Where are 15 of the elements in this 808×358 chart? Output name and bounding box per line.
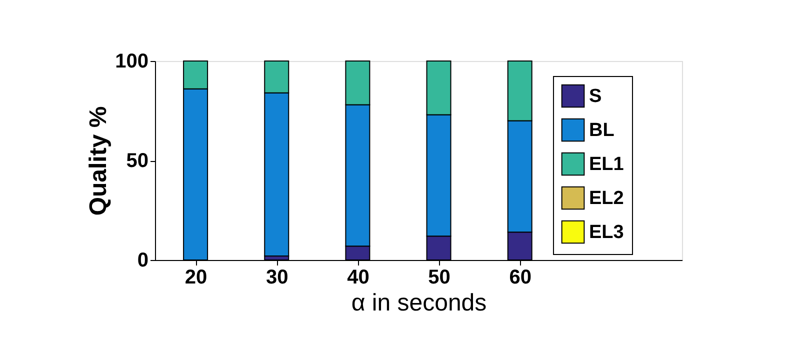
legend-label: EL3 [589, 222, 624, 243]
x-tick-label: 60 [509, 266, 532, 288]
legend-label: S [589, 86, 602, 107]
y-tick-label: 0 [137, 250, 148, 272]
legend-label: BL [589, 120, 615, 141]
legend-label: EL2 [589, 188, 624, 209]
x-tick-label: 40 [347, 266, 370, 288]
legend-label: EL1 [589, 154, 624, 175]
y-axis-title: Quality % [85, 106, 112, 216]
x-tick-label: 30 [266, 266, 288, 288]
y-tick-label: 50 [126, 150, 148, 172]
x-axis-title: α in seconds [351, 290, 487, 316]
x-tick-label: 50 [428, 266, 450, 288]
x-tick-label: 20 [184, 266, 208, 288]
y-tick-label: 100 [115, 50, 148, 72]
